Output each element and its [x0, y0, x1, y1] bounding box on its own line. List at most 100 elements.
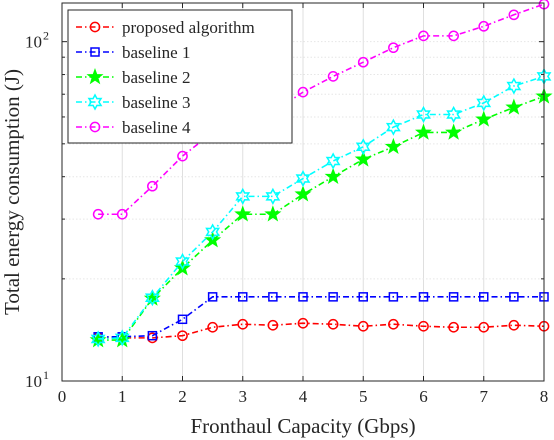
data-point-star — [86, 68, 104, 85]
data-point-square — [448, 292, 459, 302]
data-point-circle — [478, 321, 490, 333]
x-tick-label: 8 — [540, 387, 549, 406]
legend-label: baseline 4 — [122, 118, 191, 137]
data-point-star — [234, 205, 252, 222]
data-point-circle — [508, 9, 520, 21]
data-point-hexagram — [355, 138, 371, 156]
series-line — [98, 75, 545, 340]
data-point-square — [177, 314, 188, 325]
series-layer — [89, 0, 553, 348]
y-tick-label-exponent: 2 — [43, 29, 49, 43]
x-tick-label: 7 — [480, 387, 489, 406]
data-point-square — [207, 292, 218, 302]
data-point-circle — [116, 208, 128, 220]
data-point-square — [328, 292, 338, 302]
x-tick-label: 3 — [239, 387, 248, 406]
data-point-circle — [418, 30, 429, 42]
series-line — [98, 296, 544, 338]
data-point-hexagram — [325, 152, 341, 170]
data-point-hexagram — [114, 329, 130, 347]
data-point-square — [268, 292, 278, 302]
data-point-square — [418, 292, 429, 302]
data-point-hexagram — [446, 105, 462, 124]
data-point-star — [505, 98, 523, 115]
y-tick-label: 10 — [25, 372, 42, 391]
data-point-circle — [267, 319, 279, 331]
data-point-circle — [177, 150, 188, 162]
data-point-star — [414, 123, 433, 140]
y-axis-label: Total energy consumption (J) — [0, 69, 24, 315]
data-point-circle — [297, 317, 309, 329]
data-point-circle — [327, 71, 339, 82]
x-tick-label: 5 — [359, 387, 368, 406]
data-point-hexagram — [295, 169, 311, 188]
data-point-circle — [418, 320, 429, 332]
data-point-circle — [89, 121, 101, 133]
y-tick-label-exponent: 1 — [43, 368, 49, 382]
legend-entry: baseline 2 — [76, 68, 190, 87]
data-point-star — [354, 150, 372, 167]
data-point-hexagram — [416, 105, 431, 124]
x-tick-label: 0 — [58, 387, 67, 406]
series-line — [98, 95, 545, 341]
data-point-square — [238, 292, 248, 302]
data-point-square — [479, 292, 489, 302]
data-point-square — [147, 330, 158, 341]
data-point-circle — [147, 180, 158, 192]
data-point-hexagram — [175, 252, 190, 271]
data-point-circle — [388, 318, 399, 330]
x-axis-label: Fronthaul Capacity (Gbps) — [190, 414, 415, 438]
data-point-circle — [177, 330, 188, 342]
data-point-circle — [357, 320, 369, 332]
data-point-hexagram — [506, 77, 522, 95]
data-point-hexagram — [90, 330, 106, 348]
legend-label: baseline 1 — [122, 43, 190, 62]
data-point-square — [358, 292, 368, 302]
series-line — [98, 322, 545, 339]
data-point-hexagram — [476, 94, 492, 112]
data-point-circle — [92, 208, 104, 220]
legend-entry: baseline 3 — [76, 93, 190, 112]
data-point-hexagram — [265, 187, 281, 205]
legend-entry: baseline 4 — [76, 118, 191, 137]
data-point-circle — [448, 321, 459, 333]
legend-label: baseline 2 — [122, 68, 190, 87]
data-point-star — [384, 137, 402, 155]
data-point-star — [445, 123, 463, 140]
data-point-circle — [207, 321, 218, 333]
data-point-square — [509, 292, 519, 302]
data-point-star — [264, 205, 282, 222]
data-point-circle — [478, 20, 490, 32]
data-point-hexagram — [385, 118, 401, 136]
data-point-hexagram — [144, 289, 160, 307]
legend-label: baseline 3 — [122, 93, 190, 112]
data-point-star — [294, 185, 312, 202]
y-tick-label: 10 — [25, 33, 42, 52]
data-point-circle — [357, 56, 369, 68]
data-point-circle — [327, 318, 339, 330]
data-point-circle — [388, 42, 399, 54]
data-point-circle — [508, 319, 520, 331]
legend-label: proposed algorithm — [122, 18, 255, 37]
data-point-star — [324, 167, 342, 184]
data-point-square — [298, 292, 308, 302]
data-point-circle — [297, 86, 309, 98]
x-tick-label: 1 — [118, 387, 127, 406]
legend-entry: baseline 1 — [76, 43, 190, 62]
x-tick-label: 2 — [178, 387, 187, 406]
data-point-circle — [89, 21, 101, 33]
legend-entry: proposed algorithm — [76, 18, 255, 37]
data-point-circle — [448, 30, 459, 42]
series-line — [98, 3, 545, 216]
legend: proposed algorithm baseline 1 baseline 2 ba… — [67, 9, 293, 144]
data-point-hexagram — [205, 223, 221, 241]
data-point-star — [475, 110, 493, 127]
data-point-square — [90, 47, 100, 57]
series-baseline-3 — [90, 67, 552, 348]
data-point-hexagram — [235, 187, 251, 205]
data-point-square — [388, 292, 399, 302]
data-point-circle — [237, 318, 249, 330]
x-tick-label: 6 — [419, 387, 428, 406]
